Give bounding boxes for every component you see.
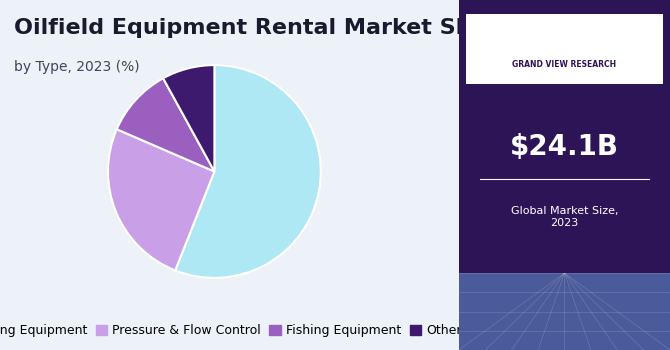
Wedge shape [163, 65, 214, 172]
Text: Source:
www.grandviewresearch.com: Source: www.grandviewresearch.com [476, 318, 638, 340]
Wedge shape [117, 78, 214, 172]
Wedge shape [176, 65, 321, 278]
Text: Global Market Size,
2023: Global Market Size, 2023 [511, 206, 618, 228]
Legend: Drilling Equipment, Pressure & Flow Control, Fishing Equipment, Others: Drilling Equipment, Pressure & Flow Cont… [0, 319, 473, 342]
Text: $24.1B: $24.1B [510, 133, 619, 161]
Wedge shape [108, 129, 214, 271]
Text: GRAND VIEW RESEARCH: GRAND VIEW RESEARCH [513, 60, 616, 69]
Text: by Type, 2023 (%): by Type, 2023 (%) [14, 60, 139, 74]
Text: Oilfield Equipment Rental Market Share: Oilfield Equipment Rental Market Share [14, 18, 513, 37]
